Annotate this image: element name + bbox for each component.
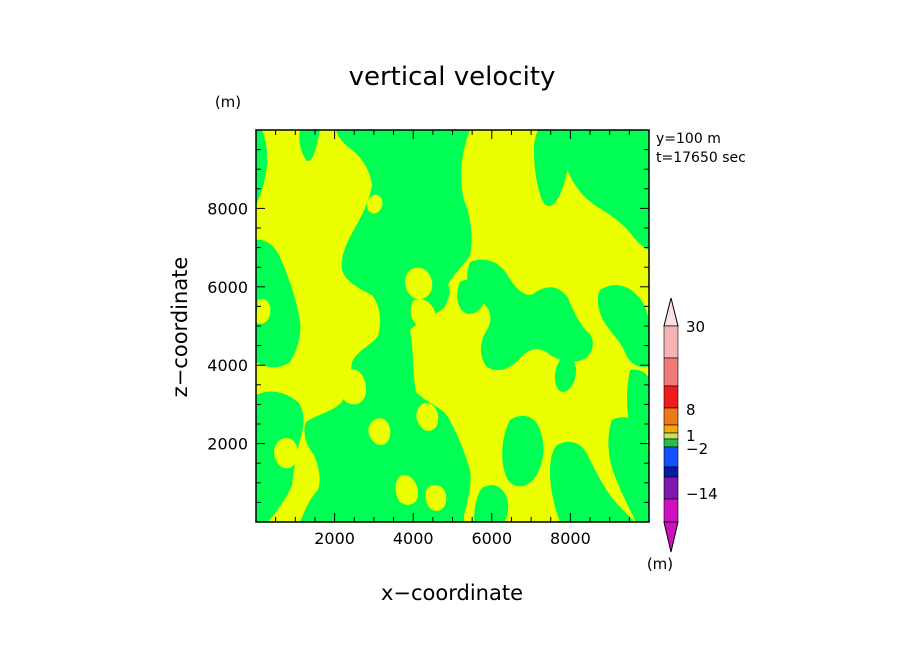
colorbar-label-neg2: −2 [686, 440, 708, 458]
positive-velocity-islands [256, 194, 468, 511]
colorbar-label-neg14: −14 [686, 485, 718, 503]
chart-title: vertical velocity [349, 62, 556, 92]
y-tick-labels: 2000 4000 6000 8000 [207, 199, 248, 453]
colorbar-band [663, 432, 679, 440]
colorbar-band [663, 476, 679, 500]
positive-island [340, 369, 366, 405]
colorbar-band [663, 466, 679, 478]
colorbar-band [663, 498, 679, 523]
y-tick-label: 2000 [207, 435, 248, 454]
plot-area [256, 130, 649, 522]
positive-island [405, 267, 433, 300]
negative-region [474, 485, 509, 522]
negative-region [467, 259, 593, 371]
x-tick-label: 2000 [314, 529, 355, 548]
negative-velocity-regions [256, 130, 649, 522]
colorbar: 30 8 1 −2 −14 (m) [647, 297, 718, 573]
positive-island [274, 437, 298, 469]
colorbar-label-30: 30 [686, 318, 705, 336]
x-tick-label: 4000 [393, 529, 434, 548]
colorbar-top-arrow [663, 297, 679, 327]
negative-region [502, 415, 544, 487]
colorbar-label-1: 1 [686, 427, 696, 445]
positive-island [416, 403, 439, 431]
colorbar-band [663, 385, 679, 409]
y-tick-label: 6000 [207, 278, 248, 297]
y-tick-label: 4000 [207, 356, 248, 375]
colorbar-band [663, 407, 679, 426]
x-tick-label: 8000 [550, 529, 591, 548]
x-tick-label: 6000 [471, 529, 512, 548]
y-axis-label: z−coordinate [168, 257, 192, 398]
annotation-time: t=17650 sec [656, 150, 746, 166]
colorbar-bands [663, 325, 679, 523]
colorbar-band [663, 424, 679, 434]
colorbar-label-8: 8 [686, 401, 696, 419]
colorbar-unit-label: (m) [647, 555, 673, 573]
y-tick-label: 8000 [207, 199, 248, 218]
colorbar-band [663, 325, 679, 359]
positive-island [410, 298, 436, 328]
positive-island [256, 298, 271, 324]
colorbar-band [663, 446, 679, 468]
axis-ticks [256, 130, 649, 522]
negative-region [554, 357, 576, 392]
positive-island [367, 194, 383, 214]
colorbar-bottom-arrow [663, 521, 679, 553]
positive-island [425, 484, 447, 511]
negative-region [597, 285, 649, 368]
positive-island [321, 327, 353, 371]
negative-region [560, 130, 649, 250]
negative-region [457, 279, 485, 314]
positive-island [442, 361, 468, 399]
negative-region [534, 130, 572, 207]
annotation-y-position: y=100 m [656, 131, 721, 147]
colorbar-band [663, 438, 679, 448]
negative-region [608, 417, 649, 522]
negative-region [256, 239, 301, 368]
x-axis-label: x−coordinate [381, 581, 523, 605]
x-tick-labels: 2000 4000 6000 8000 [314, 529, 591, 548]
negative-region [299, 130, 320, 161]
negative-region [318, 494, 357, 522]
colorbar-band [663, 357, 679, 387]
negative-region [550, 441, 634, 522]
positive-island [368, 418, 391, 445]
positive-island [395, 475, 418, 505]
y-unit-label: (m) [215, 93, 241, 111]
